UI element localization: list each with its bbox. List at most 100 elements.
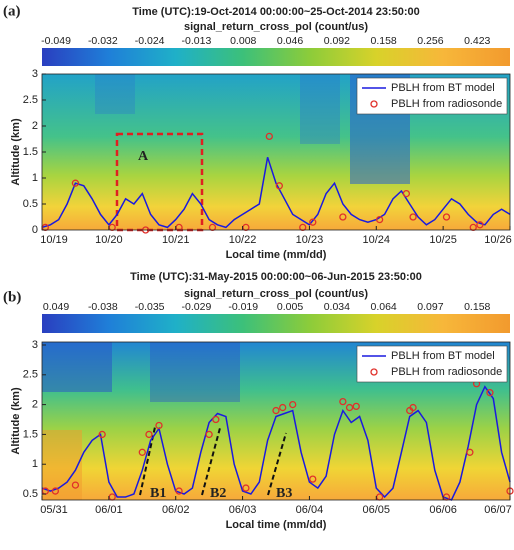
chart-title: Time (UTC):31-May-2015 00:00:00~06-Jun-2…	[130, 271, 422, 283]
radiosonde-point	[212, 415, 220, 424]
colorbar	[42, 48, 510, 66]
heatmap-b	[42, 342, 510, 500]
x-axis-label: Local time (mm/dd)	[226, 519, 327, 531]
radiosonde-point	[409, 213, 417, 221]
colorbar-tick-label: 0.064	[370, 301, 396, 313]
y-axis-label: Altitude (km)	[10, 387, 22, 455]
radiosonde-point	[98, 430, 106, 439]
radiosonde-point	[71, 179, 80, 187]
x-tick-label: 06/05	[363, 504, 391, 516]
y-tick-label: 1	[32, 458, 38, 470]
annotation: A	[138, 149, 149, 164]
radiosonde-point	[345, 403, 354, 412]
x-tick-label: 06/04	[296, 504, 324, 516]
colorbar-tick-label: 0.092	[324, 35, 350, 47]
colorbar-tick-label: 0.097	[417, 301, 443, 313]
colorbar-tick-label: 0.034	[324, 301, 350, 313]
radiosonde-point	[352, 402, 360, 411]
pblh-line	[41, 385, 511, 501]
y-tick-label: 0	[32, 224, 38, 236]
colorbar-tick-label: 0.158	[464, 301, 490, 313]
colorbar-tick-label: -0.024	[135, 35, 165, 47]
colorbar-tick-label: 0.008	[230, 35, 256, 47]
x-tick-label: 10/26	[484, 234, 512, 246]
colorbar-tick-label: -0.019	[228, 301, 258, 313]
radiosonde-point	[402, 189, 411, 198]
colorbar-tick-label: 0.005	[277, 301, 303, 313]
colorbar-tick-label: -0.035	[135, 301, 165, 313]
radiosonde-point	[409, 403, 417, 412]
x-tick-label: 10/25	[429, 234, 457, 246]
legend-symbol	[370, 100, 378, 108]
radiosonde-point	[289, 400, 297, 409]
y-tick-label: 2	[32, 120, 38, 132]
legend-label: PBLH from BT model	[391, 350, 495, 362]
legend-box	[356, 345, 508, 383]
panel-label: (a)	[3, 3, 21, 19]
legend-symbol	[370, 368, 378, 376]
colorbar-tick-label: -0.029	[182, 301, 212, 313]
y-tick-label: 2.5	[23, 94, 38, 106]
colorbar-tick-label: -0.032	[88, 35, 118, 47]
colorbar	[42, 314, 510, 333]
x-tick-label: 06/06	[429, 504, 457, 516]
colorbar-tick-label: 0.049	[43, 301, 69, 313]
x-tick-label: 10/19	[40, 234, 68, 246]
colorbar-tick-label: -0.038	[88, 301, 118, 313]
y-tick-label: 2.5	[23, 369, 38, 381]
x-tick-label: 05/31	[40, 504, 68, 516]
radiosonde-point	[466, 448, 474, 456]
x-tick-label: 10/20	[95, 234, 123, 246]
panel-label: (b)	[3, 289, 21, 305]
chart-subtitle: signal_return_cross_pol (count/us)	[184, 288, 368, 300]
radiosonde-point	[175, 487, 183, 495]
colorbar-tick-label: 0.158	[370, 35, 396, 47]
y-tick-label: 0.5	[23, 198, 38, 210]
y-tick-label: 3	[32, 339, 38, 351]
radiosonde-point	[275, 182, 283, 190]
annotation: B1	[150, 486, 166, 501]
y-axis-label: Altitude (km)	[10, 118, 22, 186]
radiosonde-point	[71, 481, 80, 489]
colorbar-tick-label: -0.013	[182, 35, 212, 47]
pblh-line	[41, 156, 511, 229]
chart-title: Time (UTC):19-Oct-2014 00:00:00~25-Oct-2…	[132, 6, 419, 18]
radiosonde-point	[442, 213, 451, 221]
radiosonde-point	[476, 221, 484, 229]
radiosonde-point	[242, 484, 250, 492]
x-tick-label: 10/23	[296, 234, 324, 246]
legend-label: PBLH from BT model	[391, 82, 495, 94]
radiosonde-point	[339, 213, 347, 221]
x-tick-label: 06/03	[229, 504, 257, 516]
radiosonde-point	[145, 430, 153, 439]
radiosonde-point	[339, 397, 347, 406]
y-tick-label: 1.5	[23, 146, 38, 158]
colorbar-tick-label: 0.256	[417, 35, 443, 47]
x-tick-label: 06/02	[162, 504, 190, 516]
annotation: B3	[276, 486, 292, 501]
legend-label: PBLH from radiosonde	[391, 98, 502, 110]
chart-subtitle: signal_return_cross_pol (count/us)	[184, 21, 368, 33]
legend-label: PBLH from radiosonde	[391, 366, 502, 378]
radiosonde-point	[375, 215, 384, 224]
radiosonde-point	[272, 406, 280, 415]
x-tick-label: 06/07	[484, 504, 512, 516]
radiosonde-point	[51, 487, 60, 495]
y-tick-label: 1	[32, 172, 38, 184]
radiosonde-point	[309, 475, 317, 483]
x-tick-label: 06/01	[95, 504, 123, 516]
x-tick-label: 10/24	[363, 234, 391, 246]
y-tick-label: 1.5	[23, 428, 38, 440]
colorbar-tick-label: 0.046	[277, 35, 303, 47]
plot-frame	[41, 341, 511, 501]
annotation: B2	[210, 486, 226, 501]
radiosonde-point	[205, 430, 213, 439]
radiosonde-point	[138, 448, 146, 456]
y-tick-label: 2	[32, 399, 38, 411]
radiosonde-point	[155, 421, 163, 430]
y-tick-label: 0.5	[23, 488, 38, 500]
colorbar-tick-label: -0.049	[41, 35, 71, 47]
colorbar-tick-label: 0.423	[464, 35, 490, 47]
y-tick-label: 3	[32, 68, 38, 80]
radiosonde-point	[279, 403, 287, 412]
